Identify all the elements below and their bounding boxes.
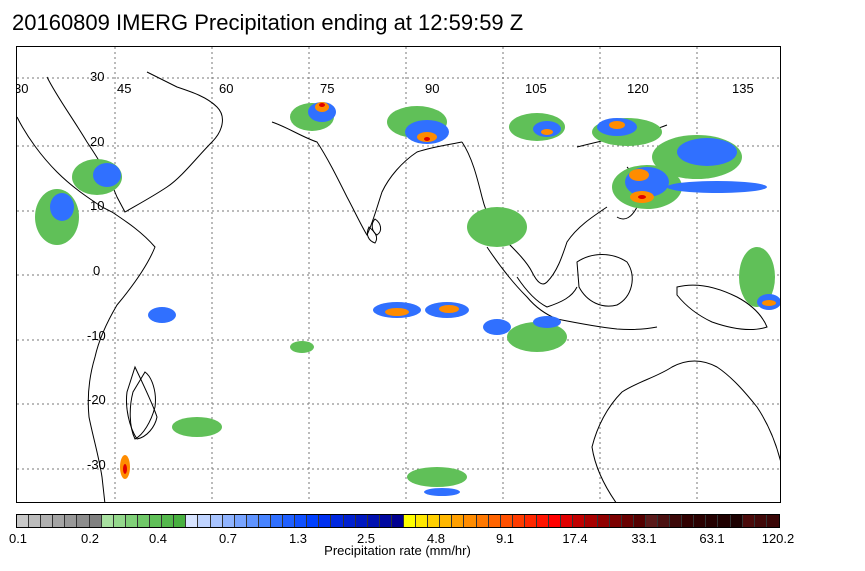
colorbar-swatch xyxy=(17,515,30,527)
colorbar-swatch xyxy=(89,515,102,527)
colorbar-swatch xyxy=(573,515,586,527)
colorbar-swatch xyxy=(694,515,707,527)
precipitation-colorbar xyxy=(16,514,780,528)
colorbar-swatch xyxy=(246,515,259,527)
colorbar-swatch xyxy=(657,515,671,527)
colorbar-label: Precipitation rate (mm/hr) xyxy=(324,543,471,558)
colorbar-swatch xyxy=(585,515,598,527)
colorbar-swatch xyxy=(440,515,453,527)
lon-label-60: 60 xyxy=(219,81,234,96)
colorbar-swatch xyxy=(29,515,42,527)
colorbar-swatch xyxy=(53,515,66,527)
colorbar-swatch xyxy=(137,515,151,527)
colorbar-tick: 0.1 xyxy=(8,531,28,546)
map-canvas xyxy=(17,47,780,502)
colorbar-swatch xyxy=(295,515,308,527)
colorbar-swatch xyxy=(379,515,392,527)
colorbar-swatch xyxy=(416,515,429,527)
lon-label-30: 30 xyxy=(17,81,29,96)
colorbar-swatch xyxy=(428,515,441,527)
colorbar-swatch xyxy=(65,515,78,527)
colorbar-swatch xyxy=(706,515,719,527)
lat-label-20: 20 xyxy=(90,134,105,149)
colorbar-swatch xyxy=(488,515,501,527)
colorbar-swatch xyxy=(150,515,163,527)
colorbar-swatch xyxy=(500,515,513,527)
colorbar-swatch xyxy=(198,515,211,527)
colorbar-tick: 4.8 xyxy=(426,531,446,546)
colorbar-swatch xyxy=(730,515,743,527)
colorbar-swatch xyxy=(549,515,562,527)
colorbar-swatch xyxy=(355,515,368,527)
colorbar-swatch xyxy=(258,515,271,527)
colorbar-swatch xyxy=(742,515,755,527)
colorbar-tick: 9.1 xyxy=(495,531,515,546)
colorbar-swatch xyxy=(476,515,489,527)
colorbar-swatch xyxy=(41,515,54,527)
colorbar-swatch xyxy=(645,515,658,527)
map-title: 20160809 IMERG Precipitation ending at 1… xyxy=(12,10,524,35)
colorbar-tick: 0.7 xyxy=(218,531,238,546)
colorbar-swatch xyxy=(766,515,779,527)
colorbar-tick: 0.2 xyxy=(80,531,100,546)
colorbar-swatch xyxy=(561,515,574,527)
colorbar-swatch xyxy=(524,515,538,527)
lat-label-10: 10 xyxy=(90,198,105,213)
colorbar-swatch xyxy=(452,515,465,527)
colorbar-tick: 2.5 xyxy=(356,531,376,546)
colorbar-swatch xyxy=(404,515,417,527)
colorbar-swatch xyxy=(113,515,126,527)
colorbar-swatch xyxy=(174,515,187,527)
lon-label-45: 45 xyxy=(117,81,132,96)
lat-label-minus10: -10 xyxy=(87,328,106,343)
colorbar-tick: 33.1 xyxy=(631,531,657,546)
lon-label-90: 90 xyxy=(425,81,440,96)
colorbar-swatch xyxy=(222,515,235,527)
colorbar-swatch xyxy=(77,515,90,527)
colorbar-swatch xyxy=(367,515,380,527)
colorbar-swatch xyxy=(621,515,634,527)
colorbar-tick: 120.2 xyxy=(761,531,795,546)
colorbar-swatch xyxy=(210,515,223,527)
colorbar-swatch xyxy=(464,515,477,527)
lat-label-minus20: -20 xyxy=(87,392,106,407)
lon-label-105: 105 xyxy=(525,81,547,96)
colorbar-swatch xyxy=(283,515,296,527)
precipitation-field xyxy=(35,102,780,496)
lat-label-0: 0 xyxy=(93,263,101,278)
lon-label-120: 120 xyxy=(627,81,649,96)
colorbar-swatch xyxy=(670,515,683,527)
colorbar-swatch xyxy=(331,515,344,527)
colorbar-swatch xyxy=(101,515,114,527)
colorbar-tick: 1.3 xyxy=(288,531,308,546)
colorbar-swatch xyxy=(633,515,646,527)
colorbar-swatch xyxy=(682,515,695,527)
colorbar-swatch xyxy=(162,515,175,527)
lon-label-135: 135 xyxy=(732,81,754,96)
colorbar-swatch xyxy=(343,515,356,527)
colorbar-swatch xyxy=(512,515,525,527)
colorbar-swatch xyxy=(537,515,550,527)
colorbar-swatch xyxy=(754,515,767,527)
colorbar-tick: 0.4 xyxy=(148,531,168,546)
colorbar-swatch xyxy=(125,515,138,527)
colorbar-swatch xyxy=(391,515,404,527)
colorbar-swatch xyxy=(609,515,622,527)
colorbar-tick: 63.1 xyxy=(699,531,725,546)
colorbar-swatch xyxy=(319,515,332,527)
colorbar-swatch xyxy=(186,515,199,527)
colorbar-tick: 17.4 xyxy=(562,531,588,546)
lat-label-30: 30 xyxy=(90,69,105,84)
precipitation-map: 30 45 60 75 90 105 120 135 30 20 10 0 -1… xyxy=(16,46,781,503)
colorbar-swatch xyxy=(234,515,247,527)
colorbar-swatch xyxy=(597,515,610,527)
lon-label-75: 75 xyxy=(320,81,335,96)
colorbar-swatch xyxy=(718,515,731,527)
coastlines xyxy=(17,71,780,502)
colorbar-swatch xyxy=(270,515,284,527)
colorbar-swatch xyxy=(307,515,320,527)
lat-label-minus30: -30 xyxy=(87,457,106,472)
